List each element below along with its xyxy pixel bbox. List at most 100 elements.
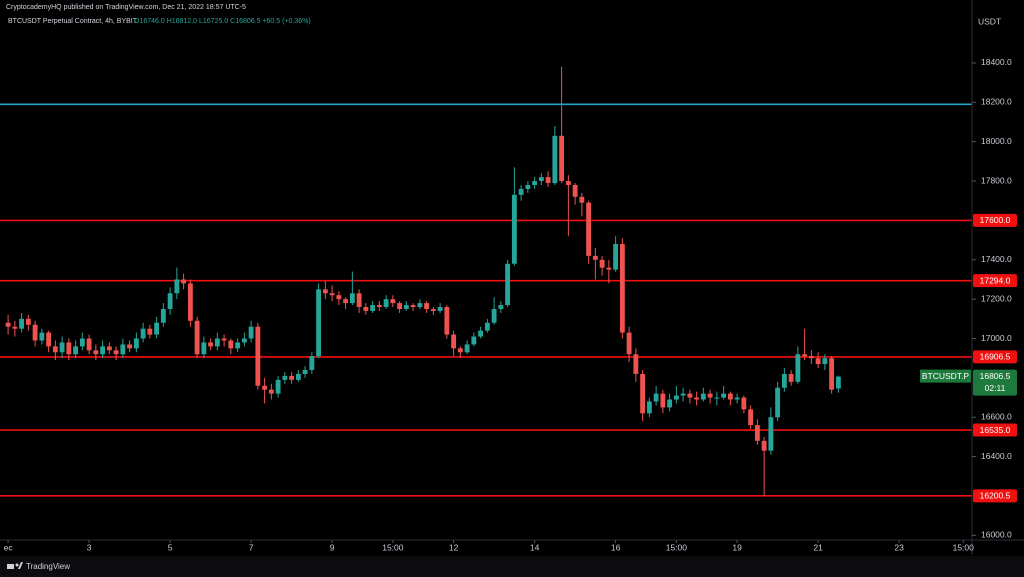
level-price-label: 17600.0: [980, 215, 1011, 225]
candle-body: [39, 332, 45, 341]
candle-body: [214, 338, 220, 347]
candle-body: [255, 326, 261, 386]
candle-body: [181, 279, 187, 284]
candle-body: [613, 244, 619, 270]
candle-body: [417, 303, 423, 308]
candle-body: [781, 373, 787, 388]
candle-body: [606, 267, 612, 270]
candle-body: [275, 379, 281, 394]
y-tick-label: 17200.0: [981, 293, 1012, 303]
candle-body: [295, 373, 301, 380]
candle-body: [511, 194, 517, 264]
candle-body: [748, 409, 754, 426]
candle-body: [349, 293, 355, 304]
candle-body: [187, 283, 193, 321]
candle-body: [12, 326, 18, 329]
candle-body: [376, 305, 382, 308]
bar-countdown: 02:11: [985, 383, 1006, 393]
candle-body: [619, 244, 625, 333]
candle-body: [430, 308, 436, 311]
candle-body: [120, 344, 126, 355]
candle-body: [788, 373, 794, 382]
candle-body: [221, 338, 227, 341]
candle-body: [235, 342, 241, 349]
candle-body: [633, 354, 639, 374]
level-price-tag: [973, 489, 1017, 503]
candle-body: [309, 356, 315, 370]
candle-body: [626, 332, 632, 355]
candle-body: [599, 259, 605, 268]
x-tick-label: 16: [611, 542, 621, 552]
candle-body: [403, 305, 409, 309]
candle-body: [397, 303, 403, 309]
x-tick-label: 12: [449, 542, 459, 552]
y-tick-label: 16400.0: [981, 451, 1012, 461]
ohlc-line: O16746.0 H16812.0 L16725.0 C16806.5 +60.…: [134, 18, 311, 25]
candle-body: [208, 342, 214, 347]
level-price-label: 16906.5: [980, 352, 1011, 362]
currency-label: USDT: [978, 16, 1001, 26]
x-tick-label: 3: [87, 542, 92, 552]
candle-body: [390, 299, 396, 304]
candle-body: [457, 348, 463, 353]
candle-body: [721, 393, 727, 398]
level-price-tag: [973, 350, 1017, 364]
candle-body: [5, 322, 11, 327]
candle-body: [262, 385, 268, 390]
candle-body: [471, 336, 477, 345]
candle-body: [322, 289, 328, 294]
candle-body: [707, 393, 713, 398]
candle-body: [579, 196, 585, 203]
candle-body: [437, 307, 443, 311]
candle-body: [289, 375, 295, 380]
candle-body: [444, 307, 450, 335]
y-tick-label: 18400.0: [981, 57, 1012, 67]
candle-body: [660, 393, 666, 408]
candle-body: [505, 263, 511, 306]
candle-body: [822, 358, 828, 365]
publisher-line: CryptocademyHQ published on TradingView.…: [6, 4, 246, 11]
candle-body: [565, 181, 571, 185]
candle-body: [795, 354, 801, 382]
symbol-line: BTCUSDT Perpetual Contract, 4h, BYBIT: [8, 18, 138, 25]
symbol-tag-label: BTCUSDT.P: [922, 371, 970, 381]
candle-body: [160, 308, 166, 323]
candle-body: [680, 393, 686, 396]
candle-body: [829, 358, 835, 390]
x-tick-label: 15:00: [666, 542, 688, 552]
candle-body: [383, 299, 389, 308]
candle-body: [329, 293, 335, 296]
level-price-label: 17294.0: [980, 275, 1011, 285]
candle-body: [113, 350, 119, 355]
candle-body: [640, 373, 646, 414]
candle-body: [694, 397, 700, 400]
candle-body: [673, 395, 679, 400]
candle-body: [302, 370, 308, 374]
x-tick-label: 19: [732, 542, 742, 552]
candle-body: [815, 358, 821, 365]
candle-body: [46, 332, 52, 347]
y-tick-label: 17800.0: [981, 175, 1012, 185]
y-tick-label: 17400.0: [981, 254, 1012, 264]
candle-body: [194, 320, 200, 355]
footer-brand: TradingView: [26, 562, 70, 571]
candle-body: [545, 177, 551, 184]
candle-body: [518, 188, 524, 195]
candle-body: [559, 135, 565, 182]
candle-body: [464, 344, 470, 353]
candle-body: [592, 255, 598, 260]
candle-body: [700, 393, 706, 400]
candle-body: [106, 346, 112, 351]
x-tick-label: 5: [168, 542, 173, 552]
candle-body: [66, 342, 72, 355]
candle-body: [140, 328, 146, 339]
candle-body: [491, 308, 497, 323]
x-tick-label: 21: [813, 542, 823, 552]
x-tick-label: 23: [894, 542, 904, 552]
candle-body: [201, 342, 207, 355]
candle-body: [86, 338, 92, 351]
last-price-label: 16806.5: [980, 371, 1011, 381]
y-tick-label: 18000.0: [981, 136, 1012, 146]
candle-body: [32, 324, 38, 341]
